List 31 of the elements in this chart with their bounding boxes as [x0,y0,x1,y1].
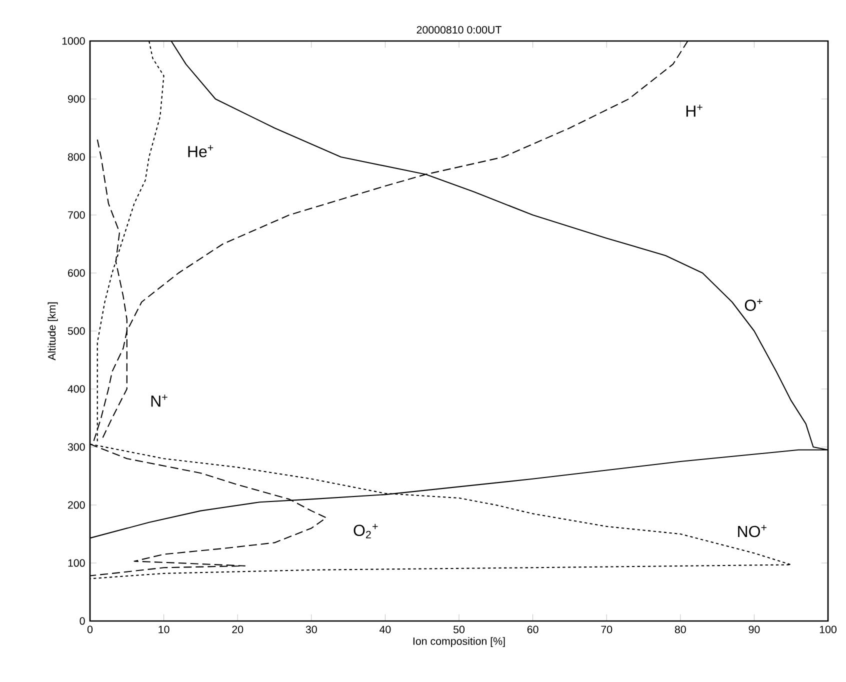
series-label: O$_{2}$+ [354,524,378,538]
x-axis-title: Ion composition [%] [413,637,505,648]
x-tick-label: 20 [232,626,244,634]
x-tick-label: 0 [87,626,93,634]
chart-title: 20000810 0:00UT [416,26,502,34]
y-tick-label: 800 [68,153,85,161]
x-tick-label: 90 [748,626,760,634]
series-label: O$^{+}$ [744,298,762,311]
y-tick-label: 900 [68,95,85,103]
y-tick-label: 100 [68,559,85,567]
y-tick-label: 600 [68,269,85,277]
y-tick-label: 300 [68,443,85,451]
x-tick-label: 80 [674,626,686,634]
x-tick-label: 10 [158,626,170,634]
x-tick-label: 50 [453,626,465,634]
y-tick-label: 700 [68,211,85,219]
y-tick-label: 400 [68,385,85,393]
series-label: N$^{+}$ [151,394,168,407]
x-tick-label: 70 [601,626,612,634]
x-tick-label: 60 [527,626,538,634]
x-tick-label: 40 [380,626,391,634]
series-label: NO$^{+}$ [738,525,766,538]
x-tick-label: 100 [820,626,836,634]
y-tick-label: 1000 [62,37,85,45]
text: H$^{+}$ [686,104,702,117]
x-tick-label: 30 [306,626,317,634]
y-tick-label: 0 [80,617,85,625]
y-tick-label: 500 [68,327,85,335]
y-axis-title: Altitude [km] [48,302,58,360]
y-tick-label: 200 [68,501,85,509]
text: He$^{+}$ [188,145,214,158]
